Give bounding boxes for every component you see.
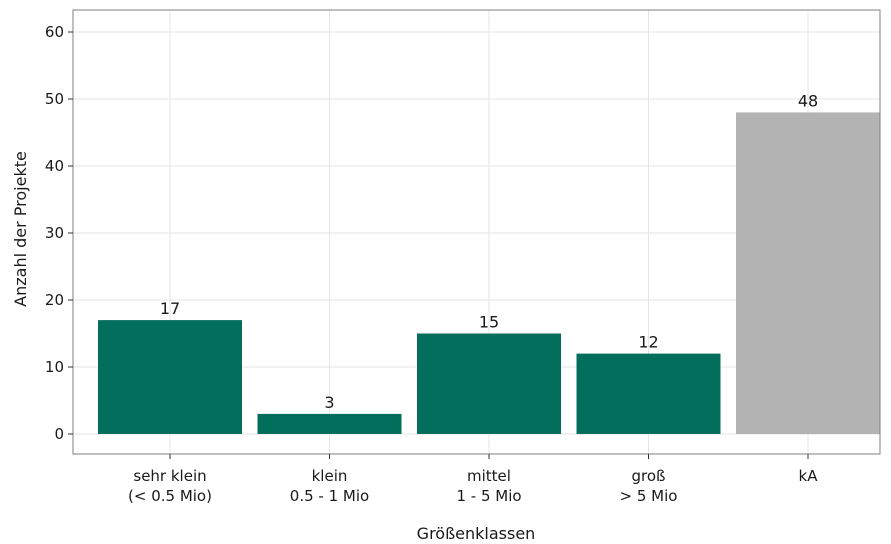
x-tick-label: sehr klein (< 0.5 Mio) [128, 467, 212, 505]
y-tick-label: 0 [54, 425, 64, 443]
y-axis: 0 10 20 30 40 50 60 [45, 23, 73, 443]
y-tick-label: 40 [45, 157, 64, 175]
bar-value-label: 17 [160, 299, 180, 318]
x-tick-label: klein 0.5 - 1 Mio [290, 467, 369, 505]
y-tick-label: 50 [45, 90, 64, 108]
y-tick-label: 60 [45, 23, 64, 41]
y-tick-label: 20 [45, 291, 64, 309]
y-tick-label: 10 [45, 358, 64, 376]
y-tick-label: 30 [45, 224, 64, 242]
bar-value-label: 15 [479, 313, 499, 332]
bar [576, 353, 721, 434]
bar [736, 112, 880, 435]
bar [417, 333, 561, 434]
bars [98, 112, 880, 435]
x-axis: sehr klein (< 0.5 Mio) klein 0.5 - 1 Mio mit… [128, 454, 818, 505]
bar [98, 320, 242, 434]
bar-value-label: 3 [324, 393, 334, 412]
panel-border [72, 9, 881, 455]
data-labels: 17 3 15 12 48 [160, 91, 818, 412]
bar-value-label: 48 [798, 91, 818, 110]
x-tick-label: mittel 1 - 5 Mio [456, 467, 521, 505]
x-tick-label: groß > 5 Mio [620, 467, 678, 505]
y-axis-title: Anzahl der Projekte [11, 151, 30, 307]
x-tick-label: kA [799, 467, 819, 485]
bar [257, 413, 402, 434]
bar-value-label: 12 [638, 333, 658, 352]
x-axis-title: Größenklassen [417, 524, 536, 543]
